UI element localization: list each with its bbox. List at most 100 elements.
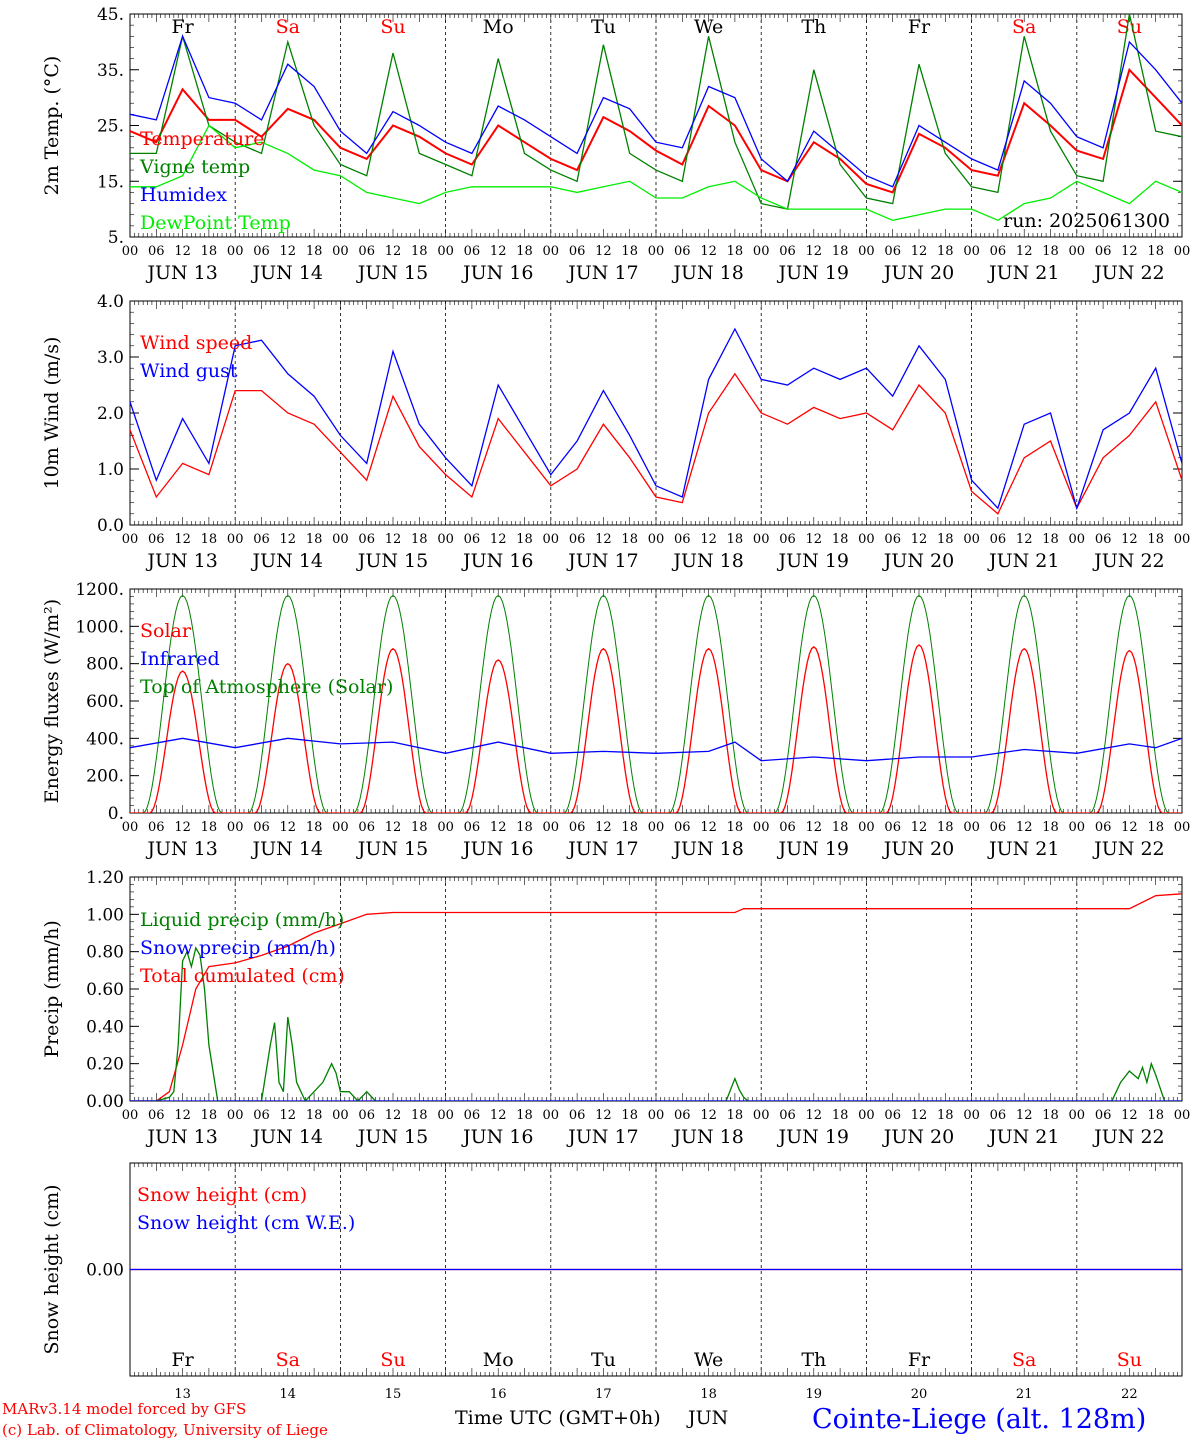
weekday-label: Mo [483, 16, 514, 38]
hour-label: 12 [1016, 244, 1033, 259]
hour-label: 18 [1042, 244, 1059, 259]
weekday-label: Tu [591, 16, 616, 38]
hour-label: 18 [621, 1108, 638, 1123]
x-axis-label: Time UTC (GMT+0h) [455, 1407, 661, 1429]
hour-label: 06 [148, 820, 165, 835]
hour-label: 18 [621, 244, 638, 259]
hour-label: 12 [806, 244, 823, 259]
y-tick-label: 25. [97, 117, 124, 137]
hour-label: 18 [1042, 820, 1059, 835]
hour-label: 00 [543, 244, 560, 259]
model-credit-text: MARv3.14 model forced by GFS [2, 1400, 246, 1418]
y-tick-label: 0.0 [97, 516, 124, 536]
hour-label: 06 [1095, 244, 1112, 259]
hour-label: 18 [832, 244, 849, 259]
hour-label: 18 [937, 532, 954, 547]
hour-label: 00 [1174, 1108, 1191, 1123]
date-label: JUN 19 [777, 1126, 849, 1148]
hour-label: 18 [306, 1108, 323, 1123]
hour-label: 12 [385, 1108, 402, 1123]
date-label: JUN 17 [566, 838, 638, 860]
month-label: JUN [686, 1407, 728, 1429]
weekday-label: Su [1117, 16, 1142, 38]
hour-label: 18 [516, 1108, 533, 1123]
y-tick-label: 0.60 [86, 980, 124, 1000]
hour-label: 00 [437, 244, 454, 259]
hour-label: 12 [911, 532, 928, 547]
hour-label: 06 [674, 820, 691, 835]
y-tick-label: 800. [86, 655, 124, 675]
hour-label: 06 [884, 244, 901, 259]
y-tick-label: 600. [86, 692, 124, 712]
hour-label: 06 [569, 820, 586, 835]
date-label: JUN 13 [145, 262, 217, 284]
hour-label: 12 [806, 1108, 823, 1123]
hour-label: 12 [806, 532, 823, 547]
y-axis-label: Energy fluxes (W/m²) [41, 599, 63, 803]
weekday-label: Tu [591, 1349, 616, 1371]
y-tick-label: 0. [108, 804, 124, 824]
y-tick-label: 400. [86, 729, 124, 749]
hour-label: 12 [700, 532, 717, 547]
date-label: JUN 21 [987, 1126, 1059, 1148]
hour-label: 00 [543, 532, 560, 547]
hour-label: 12 [174, 532, 191, 547]
day-number-label: 13 [174, 1387, 191, 1402]
hour-label: 12 [490, 532, 507, 547]
hour-label: 18 [832, 820, 849, 835]
hour-label: 06 [779, 820, 796, 835]
hour-label: 12 [1121, 532, 1138, 547]
hour-label: 18 [411, 820, 428, 835]
hour-label: 00 [963, 820, 980, 835]
station-title: Cointe-Liege (alt. 128m) [812, 1404, 1146, 1435]
panel-4: 0.00 0.20 0.40 0.60 0.80 1.00 1.20 Precip (mm/h… [41, 868, 1190, 1148]
date-label: JUN 13 [145, 550, 217, 572]
hour-label: 06 [674, 1108, 691, 1123]
legend-entry: Snow height (cm W.E.) [137, 1212, 355, 1234]
series-line-wind-gust [130, 327, 1182, 511]
date-label: JUN 18 [671, 1126, 743, 1148]
hour-label: 06 [990, 244, 1007, 259]
hour-label: 00 [753, 1108, 770, 1123]
legend-entry: Wind speed [140, 332, 252, 354]
panel-1: 5. 15. 25. 35. 45. 2m Temp. (°C) 00 06 12 18 JUN 1… [41, 5, 1190, 284]
hour-label: 12 [385, 244, 402, 259]
date-label: JUN 21 [987, 550, 1059, 572]
hour-label: 00 [1174, 244, 1191, 259]
hour-label: 12 [490, 1108, 507, 1123]
hour-label: 18 [621, 532, 638, 547]
hour-label: 12 [595, 820, 612, 835]
hour-label: 00 [963, 532, 980, 547]
hour-label: 18 [516, 532, 533, 547]
hour-label: 00 [753, 532, 770, 547]
hour-label: 06 [884, 1108, 901, 1123]
hour-label: 12 [385, 532, 402, 547]
hour-label: 06 [148, 244, 165, 259]
hour-label: 12 [174, 244, 191, 259]
hour-label: 18 [306, 820, 323, 835]
hour-label: 06 [1095, 1108, 1112, 1123]
hour-label: 00 [858, 1108, 875, 1123]
hour-label: 18 [201, 1108, 218, 1123]
date-label: JUN 18 [671, 838, 743, 860]
hour-label: 06 [148, 532, 165, 547]
series-line-wind-speed [130, 372, 1182, 515]
hour-label: 12 [280, 244, 297, 259]
day-number-label: 20 [911, 1387, 928, 1402]
hour-label: 00 [963, 244, 980, 259]
hour-label: 06 [358, 1108, 375, 1123]
y-tick-label: 0.40 [86, 1017, 124, 1037]
hour-label: 18 [1147, 244, 1164, 259]
hour-label: 12 [806, 820, 823, 835]
hour-label: 00 [122, 820, 139, 835]
weekday-label: Sa [1012, 16, 1036, 38]
date-label: JUN 20 [882, 1126, 954, 1148]
series-line-dewpoint-temp [130, 124, 1182, 222]
hour-label: 06 [148, 1108, 165, 1123]
y-tick-label: 15. [97, 172, 124, 192]
day-number-label: 16 [490, 1387, 507, 1402]
hour-label: 18 [411, 1108, 428, 1123]
date-label: JUN 22 [1092, 838, 1164, 860]
hour-label: 18 [1147, 820, 1164, 835]
date-label: JUN 19 [777, 262, 849, 284]
